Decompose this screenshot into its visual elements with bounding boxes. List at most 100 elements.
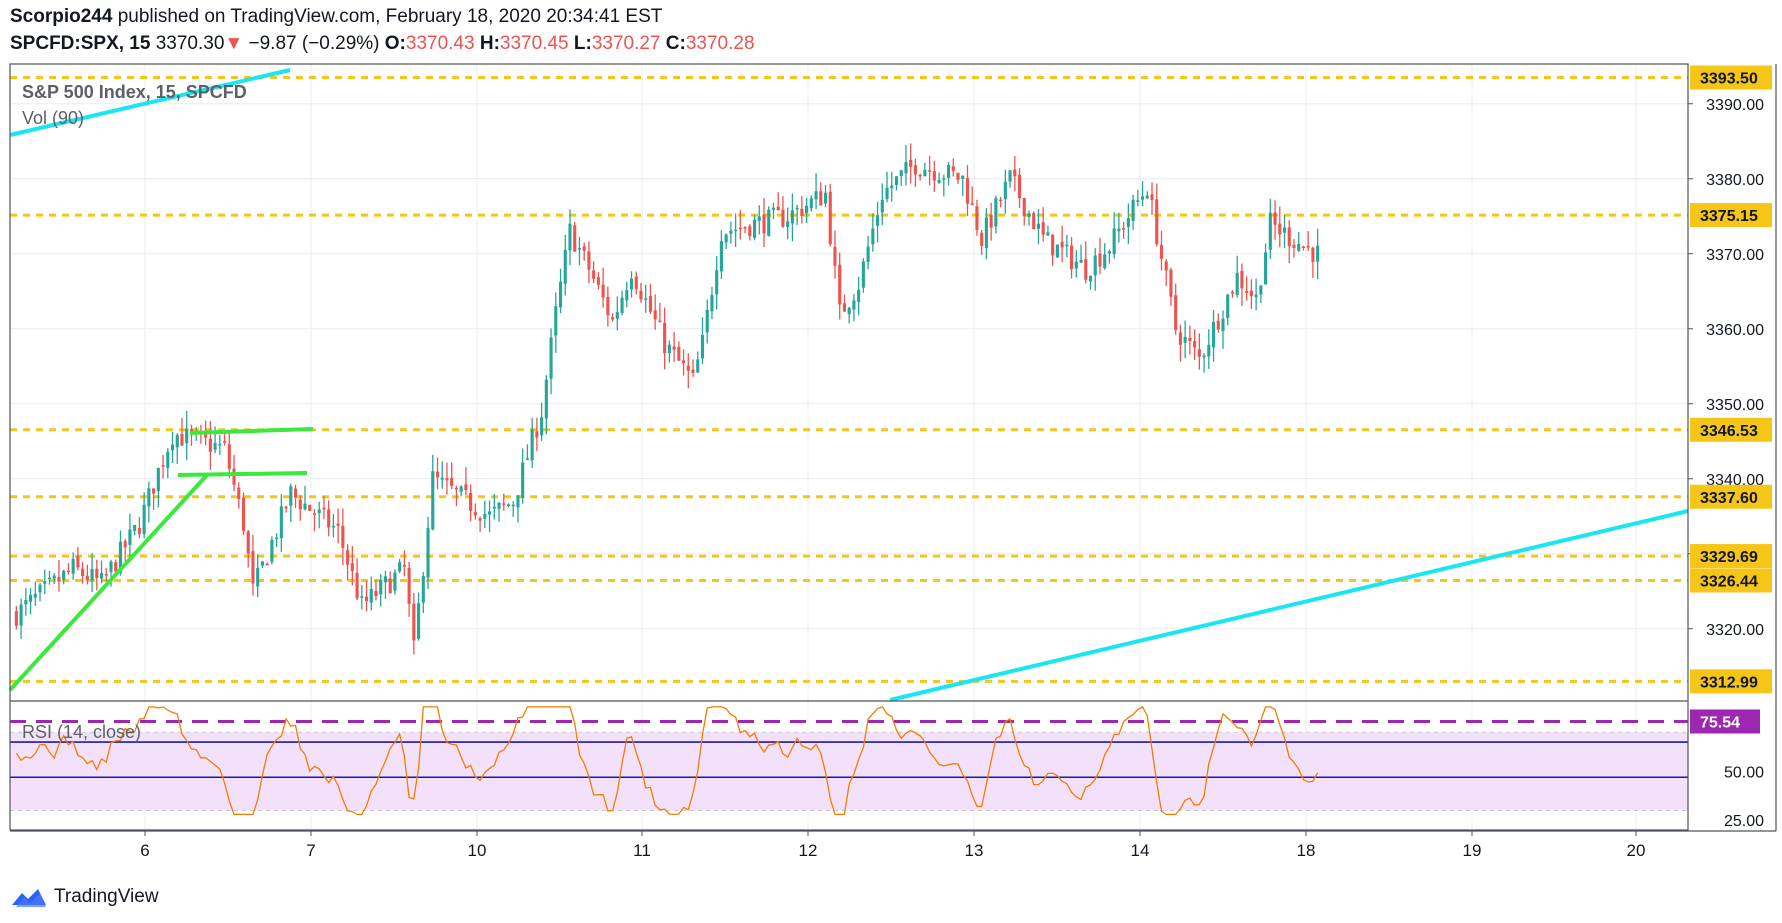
- candle-body: [251, 551, 255, 584]
- candle-body: [1084, 258, 1088, 280]
- candle-body: [147, 488, 151, 507]
- candle-body: [223, 441, 227, 443]
- candle-body: [1235, 272, 1239, 295]
- candle-body: [871, 228, 875, 245]
- rsi-tick-label: 50.00: [1724, 764, 1764, 781]
- candle-body: [511, 504, 515, 507]
- candle-body: [738, 227, 742, 230]
- time-tick-label: 6: [140, 841, 149, 860]
- candle-body: [828, 191, 832, 245]
- candle-body: [1032, 213, 1036, 230]
- candle-body: [942, 178, 946, 180]
- time-tick-label: 12: [799, 841, 818, 860]
- rsi-value-tag: [1690, 709, 1760, 734]
- tradingview-logo-icon: [12, 889, 46, 907]
- candle-body: [724, 234, 728, 243]
- horizontal-levels[interactable]: [10, 76, 1688, 683]
- candle-body: [180, 434, 184, 446]
- candle-body: [29, 594, 33, 602]
- candle-body: [781, 209, 785, 227]
- candle-body: [904, 162, 908, 174]
- candle-body: [1126, 218, 1130, 227]
- trend-lines[interactable]: [8, 68, 1689, 702]
- candle-body: [1150, 194, 1154, 200]
- candle-body: [1013, 169, 1017, 177]
- price-tick-label: 3380.00: [1706, 172, 1764, 189]
- tradingview-footer[interactable]: TradingView: [10, 885, 159, 909]
- legend-volume[interactable]: Vol (90): [22, 108, 84, 128]
- candle-body: [308, 504, 312, 511]
- candle-body: [1278, 223, 1282, 235]
- legend-main[interactable]: S&P 500 Index, 15, SPCFD: [22, 82, 247, 102]
- candle-body: [880, 200, 884, 213]
- candle-body: [809, 198, 813, 209]
- candle-body: [521, 462, 525, 498]
- candle-body: [1088, 276, 1093, 282]
- price-level-tag: [1690, 203, 1772, 228]
- candle-body: [175, 435, 179, 448]
- candle-body: [965, 178, 970, 204]
- flag-bottom-line: [177, 471, 308, 477]
- candle-body: [1264, 252, 1268, 285]
- open-label: O:: [384, 33, 406, 54]
- cyan-trendline-top: [9, 68, 291, 137]
- price-change: −9.87 (−0.29%): [248, 33, 380, 54]
- last-price: 3370.30: [155, 33, 225, 54]
- candle-body: [956, 172, 960, 180]
- candle-body: [1022, 197, 1026, 217]
- candle-body: [284, 506, 288, 509]
- candle-body: [1259, 285, 1263, 295]
- candle-body: [937, 179, 941, 183]
- candle-body: [487, 511, 492, 515]
- candle-body: [1122, 228, 1126, 230]
- candle-body: [1306, 246, 1310, 248]
- candle-body: [634, 276, 638, 290]
- candle-body: [57, 576, 61, 582]
- low-label: L:: [573, 33, 592, 54]
- candle-body: [1202, 355, 1206, 358]
- time-axis[interactable]: 6 7 10 11 12 13 14 18 19 20: [140, 831, 1645, 860]
- candle-body: [417, 603, 421, 639]
- candle-body: [1273, 212, 1277, 225]
- candle-body: [483, 513, 487, 519]
- plot-border: [9, 63, 1689, 831]
- candles: [14, 143, 1320, 655]
- candle-body: [1117, 228, 1121, 232]
- candle-body: [890, 185, 894, 189]
- candle-body: [1292, 244, 1296, 249]
- candle-body: [549, 337, 553, 379]
- candle-body: [1008, 170, 1012, 182]
- candle-body: [232, 468, 236, 485]
- candle-body: [1226, 294, 1230, 318]
- candle-body: [620, 297, 624, 314]
- author-name[interactable]: Scorpio244: [10, 6, 113, 27]
- candle-body: [1103, 254, 1107, 269]
- candle-body: [218, 443, 222, 446]
- candle-body: [729, 230, 733, 234]
- legend-rsi[interactable]: RSI (14, close): [22, 722, 141, 742]
- price-axis[interactable]: 3320.003330.003340.003350.003360.003370.…: [1688, 65, 1772, 831]
- candle-body: [568, 223, 572, 251]
- time-tick-label: 18: [1297, 841, 1316, 860]
- candle-body: [946, 164, 951, 178]
- candle-body: [1240, 270, 1244, 289]
- candle-body: [715, 270, 719, 295]
- candle-body: [644, 298, 648, 300]
- candle-body: [421, 575, 425, 603]
- price-level-tag-text: 3326.44: [1700, 573, 1758, 590]
- candle-body: [412, 603, 416, 641]
- candle-body: [1079, 259, 1083, 263]
- price-level-tag-text: 3375.15: [1700, 208, 1758, 225]
- candle-body: [256, 568, 260, 587]
- candle-body: [866, 246, 870, 262]
- candle-body: [961, 175, 965, 179]
- candle-body: [1003, 181, 1007, 200]
- candle-body: [767, 209, 771, 236]
- candle-body: [14, 611, 18, 626]
- candle-body: [303, 503, 307, 510]
- price-level-tag: [1690, 417, 1772, 442]
- candle-body: [516, 495, 520, 508]
- candle-body: [847, 307, 851, 315]
- candle-body: [1046, 232, 1050, 236]
